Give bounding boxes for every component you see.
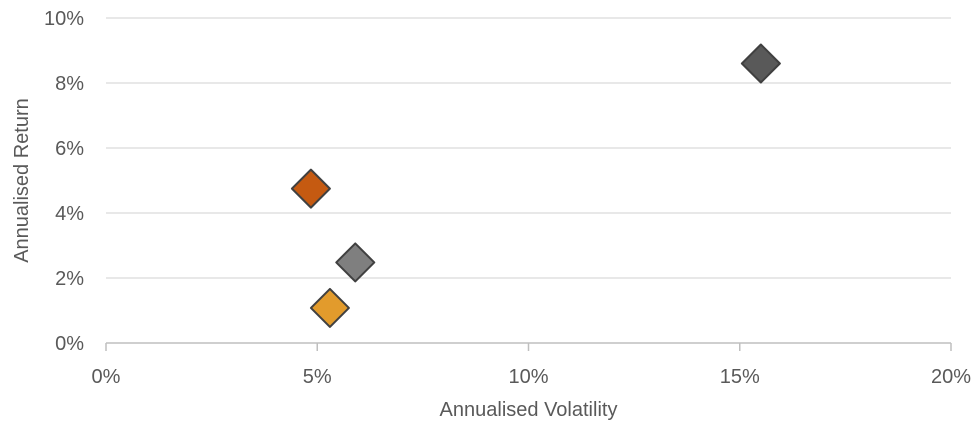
data-points [290,43,781,328]
data-point-4 [309,287,350,328]
y-tick-label: 0% [55,333,84,355]
tick-labels: 0% 2% 4% 6% 8% 10% 0% 5% 10% 15% 20% [44,8,971,388]
y-tick-label: 4% [55,203,84,225]
data-point-2 [290,168,331,209]
x-tick-label: 5% [303,366,332,388]
x-tick-label: 10% [508,366,548,388]
axes [105,342,952,351]
x-tick-label: 15% [720,366,760,388]
gridlines [106,17,951,279]
y-tick-label: 2% [55,268,84,290]
y-tick-label: 8% [55,73,84,95]
x-tick-label: 20% [931,366,971,388]
data-point-1 [740,43,781,84]
data-point-3 [335,242,376,283]
y-tick-label: 6% [55,138,84,160]
x-axis-title: Annualised Volatility [440,399,618,421]
y-axis-title: Annualised Return [11,98,33,263]
y-tick-label: 10% [44,8,84,30]
x-tick-label: 0% [92,366,121,388]
